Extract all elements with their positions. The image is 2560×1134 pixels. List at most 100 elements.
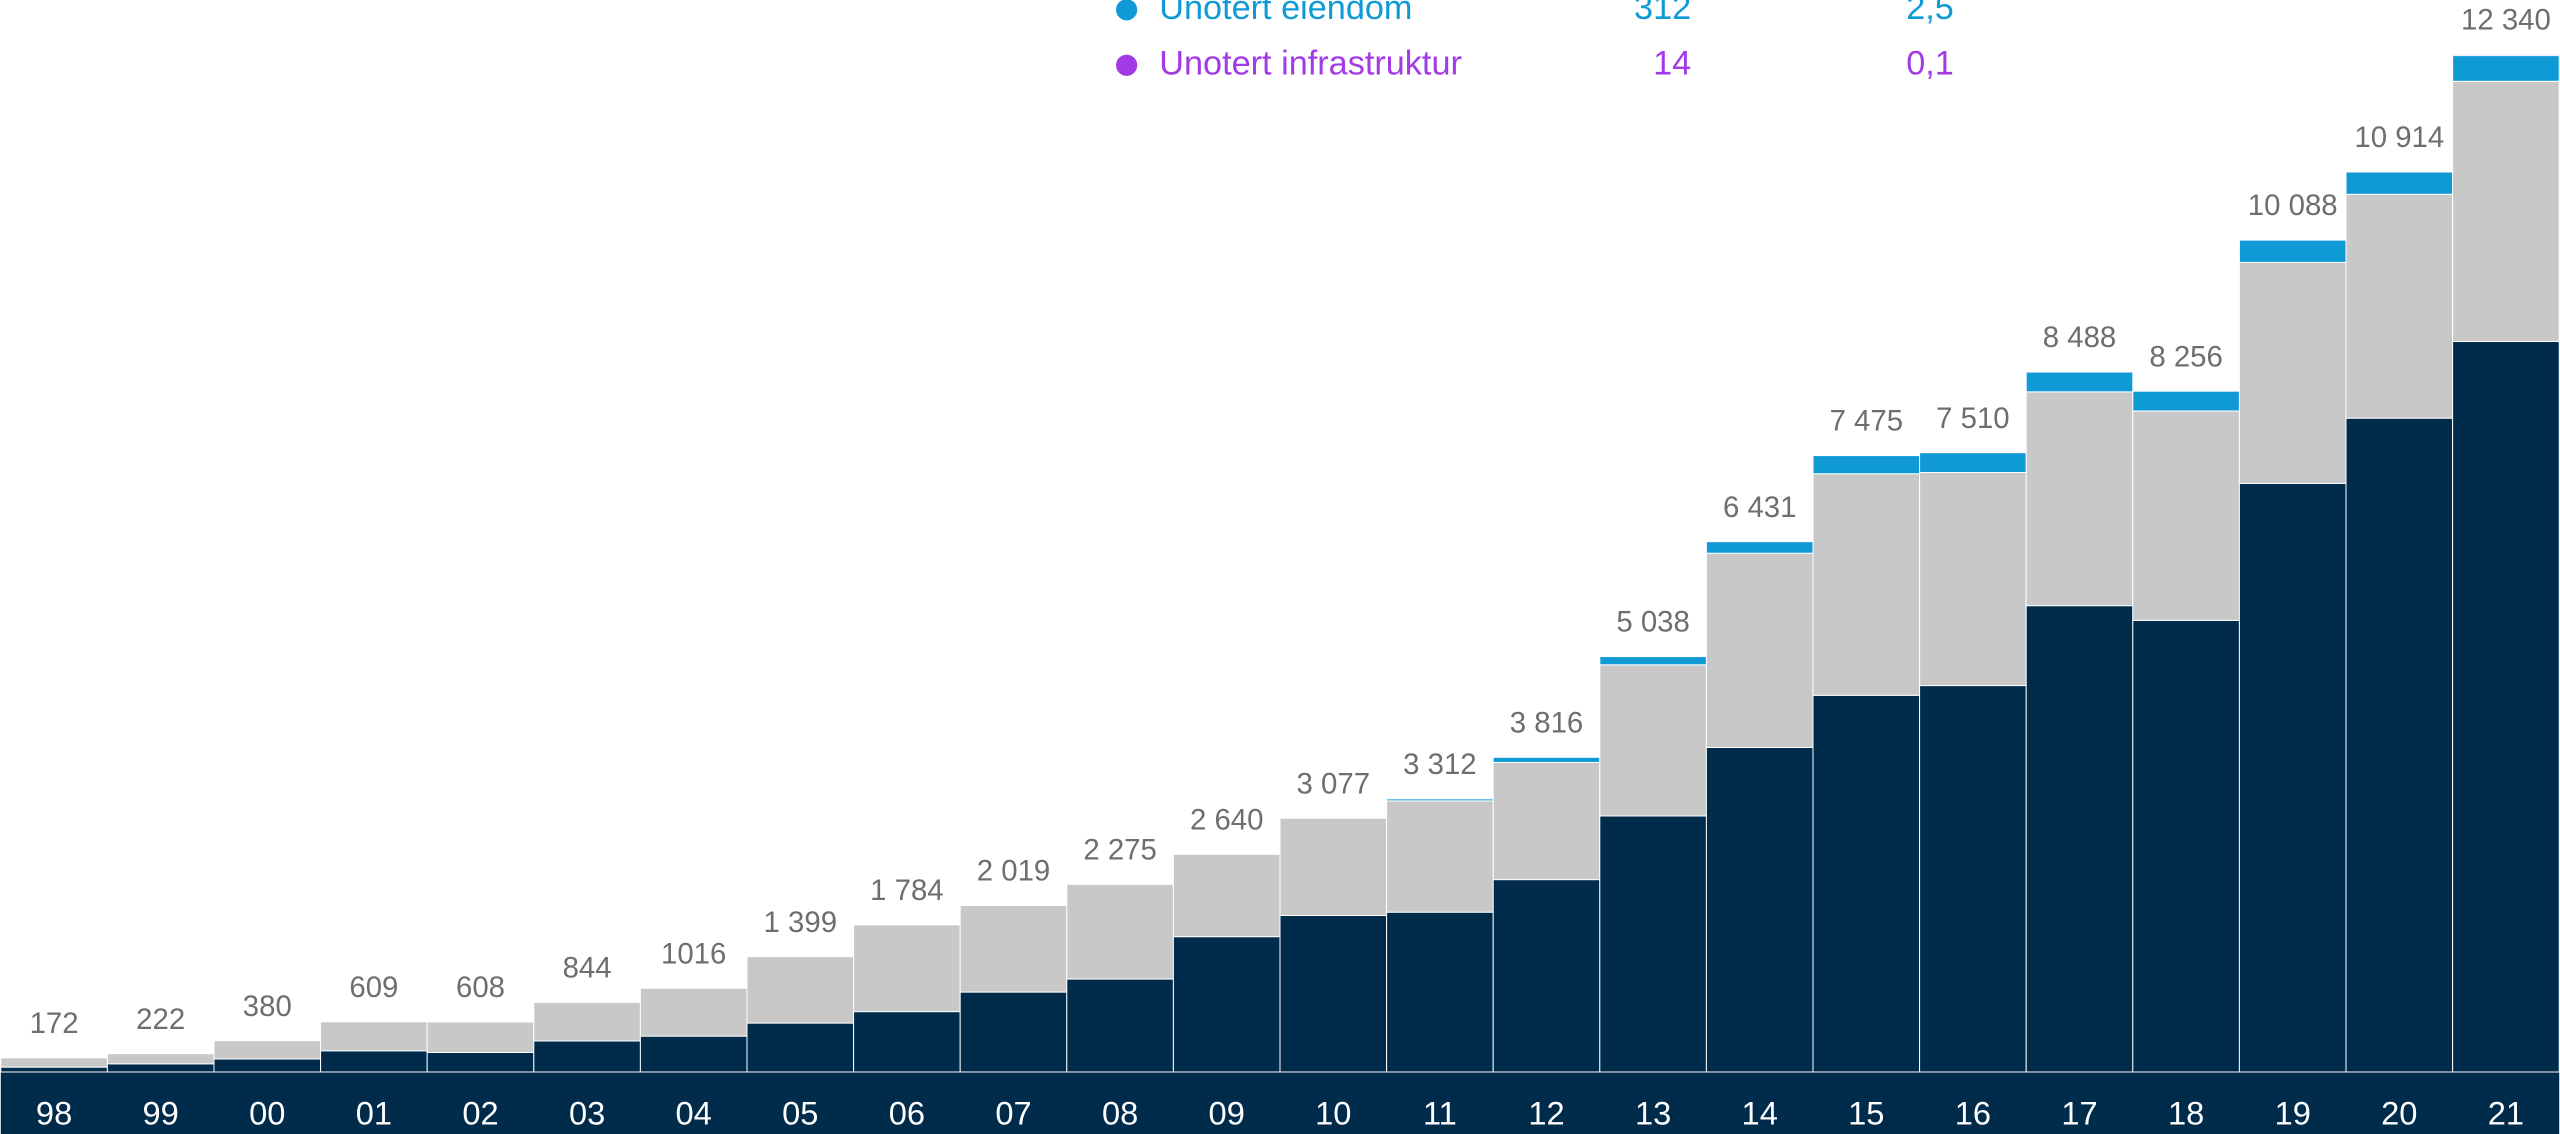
bar-segment <box>1492 761 1601 881</box>
total-label: 7 510 <box>1936 402 2009 435</box>
bar-segment <box>320 1021 428 1052</box>
x-tick-label: 01 <box>356 1095 392 1132</box>
x-tick-label: 14 <box>1742 1095 1778 1132</box>
total-label: 1016 <box>661 937 726 970</box>
bar-segment <box>320 1050 428 1073</box>
x-tick-label: 20 <box>2381 1095 2417 1132</box>
bar-segment <box>2025 605 2134 1073</box>
x-tick-label: 15 <box>1848 1095 1884 1132</box>
bar-segment <box>1812 473 1921 696</box>
legend-marker <box>1116 54 1138 76</box>
x-tick-label: 08 <box>1102 1095 1138 1132</box>
total-label: 2 640 <box>1190 803 1263 836</box>
total-label: 2 019 <box>977 855 1050 888</box>
bar-segment <box>1386 798 1494 802</box>
bar-segment <box>2452 55 2560 82</box>
x-tick-label: 17 <box>2061 1095 2097 1132</box>
total-label: 10 088 <box>2248 189 2338 222</box>
bar-segment <box>1172 936 1281 1073</box>
x-axis-band <box>0 1071 2560 1134</box>
bar-segment <box>2452 340 2560 1073</box>
bar-segment <box>1705 747 1814 1073</box>
bar-segment <box>2132 619 2240 1073</box>
bar-segment <box>1599 664 1707 817</box>
total-label: 1 784 <box>870 874 943 907</box>
bar-segment <box>2132 410 2240 621</box>
legend-label: Unotert eiendom <box>1159 0 1412 27</box>
bar-segment <box>1705 541 1814 554</box>
x-tick-label: 05 <box>782 1095 818 1132</box>
bar-segment <box>0 1057 108 1068</box>
x-tick-label: 13 <box>1635 1095 1671 1132</box>
bar-segment <box>426 1021 535 1053</box>
bar-segment <box>2452 53 2560 57</box>
bar-segment <box>2345 417 2454 1073</box>
x-tick-label: 06 <box>889 1095 925 1132</box>
x-tick-label: 04 <box>676 1095 712 1132</box>
bar-segment <box>1492 756 1601 763</box>
bar-segment <box>1172 853 1281 938</box>
x-tick-label: 21 <box>2488 1095 2524 1132</box>
bar-segment <box>2452 80 2560 342</box>
total-label: 2 275 <box>1083 834 1156 867</box>
total-label: 10 914 <box>2354 121 2444 154</box>
total-label: 172 <box>30 1007 79 1040</box>
total-label: 3 312 <box>1403 748 1476 781</box>
x-tick-label: 99 <box>143 1095 179 1132</box>
bar-segment <box>1919 472 2027 687</box>
x-tick-label: 18 <box>2168 1095 2204 1132</box>
bar-segment <box>1919 452 2027 473</box>
legend-label: Unotert infrastruktur <box>1159 44 1462 82</box>
total-label: 7 475 <box>1830 405 1903 438</box>
total-label: 222 <box>136 1003 185 1036</box>
bar-segment <box>746 1022 855 1073</box>
bar-segment <box>1812 694 1921 1073</box>
bar-segment <box>959 991 1068 1073</box>
x-tick-label: 16 <box>1955 1095 1991 1132</box>
bar-segment <box>639 987 748 1037</box>
bar-segment <box>746 956 855 1024</box>
x-tick-label: 03 <box>569 1095 605 1132</box>
bar-segment <box>213 1040 322 1060</box>
bar-segment <box>1279 817 1388 916</box>
bar-segment <box>2238 261 2347 484</box>
legend-value: 312 <box>1634 0 1691 27</box>
x-tick-label: 02 <box>462 1095 498 1132</box>
bar-segment <box>639 1035 748 1073</box>
total-label: 6 431 <box>1723 491 1796 524</box>
bar-segment <box>533 1040 641 1073</box>
bar-segment <box>1599 815 1707 1073</box>
bar-segment <box>106 1063 215 1073</box>
bar-segment <box>1705 552 1814 749</box>
bar-segment <box>959 905 1068 993</box>
total-label: 609 <box>349 971 398 1004</box>
bar-segment <box>106 1053 215 1065</box>
bar-segment <box>1599 656 1707 666</box>
x-tick-label: 98 <box>36 1095 72 1132</box>
bar-segment <box>426 1051 535 1073</box>
total-label: 8 256 <box>2149 340 2222 373</box>
legend-value: 14 <box>1653 44 1691 82</box>
bar-segment <box>2345 171 2454 195</box>
bar-segment <box>2238 239 2347 263</box>
x-tick-label: 10 <box>1315 1095 1351 1132</box>
x-tick-label: 00 <box>249 1095 285 1132</box>
bar-segment <box>1492 879 1601 1073</box>
total-label: 3 077 <box>1297 767 1370 800</box>
bar-segment <box>1279 914 1388 1073</box>
total-label: 844 <box>563 952 612 985</box>
bar-segment <box>853 924 961 1013</box>
bar-segment <box>2132 390 2240 412</box>
total-label: 12 340 <box>2461 4 2551 37</box>
total-label: 380 <box>243 990 292 1023</box>
total-label: 608 <box>456 971 505 1004</box>
bar-segment <box>0 1066 108 1073</box>
bar-segment <box>1066 978 1174 1073</box>
total-label: 1 399 <box>764 906 837 939</box>
bar-segment <box>1386 800 1494 913</box>
bar-segment <box>1812 455 1921 475</box>
x-tick-label: 11 <box>1423 1095 1457 1132</box>
bar-segment <box>853 1011 961 1073</box>
legend-share: 2,5 <box>1906 0 1954 27</box>
